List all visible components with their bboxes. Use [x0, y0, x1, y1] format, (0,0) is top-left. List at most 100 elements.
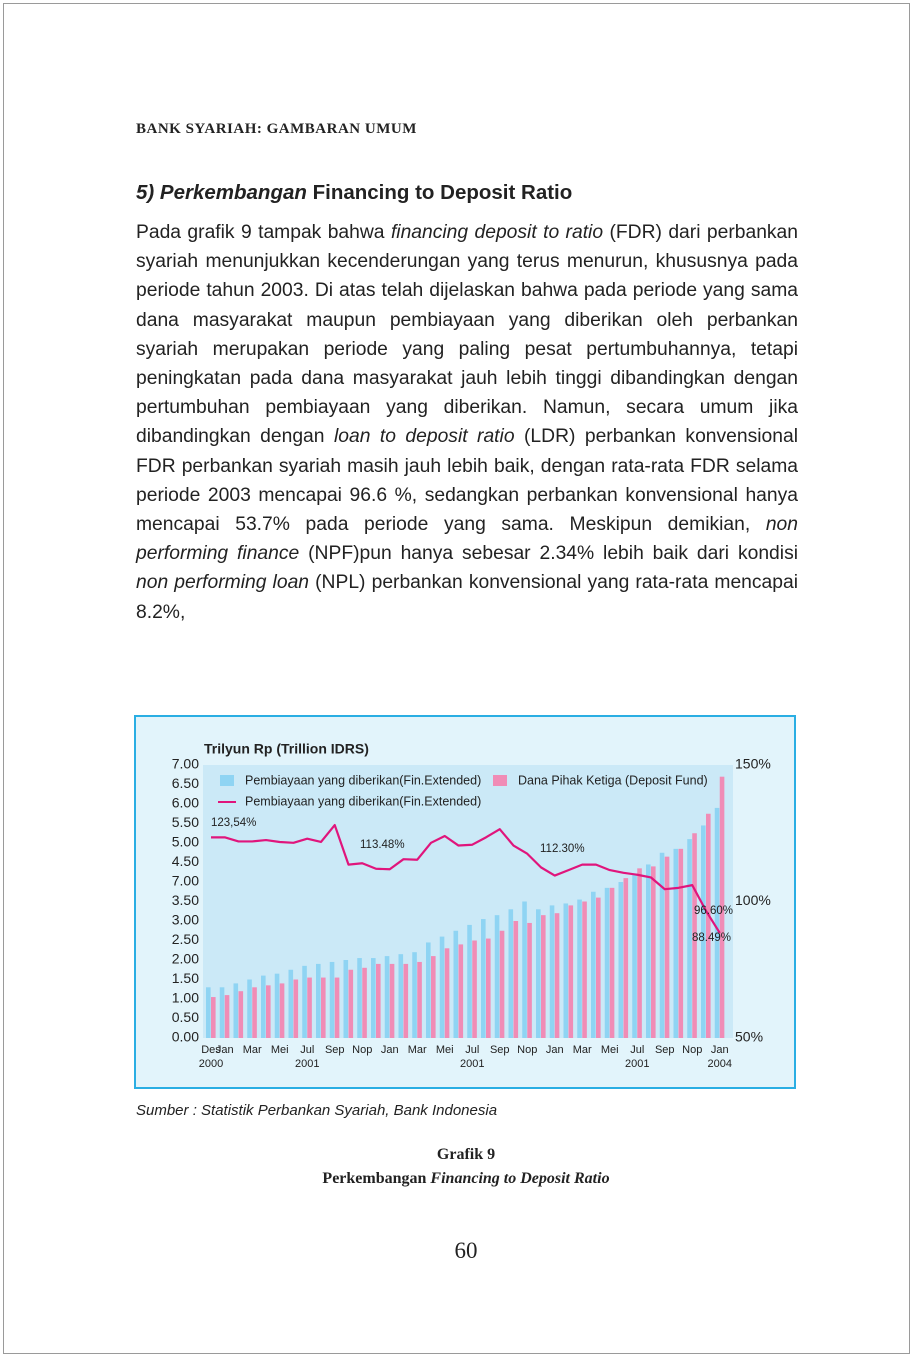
annotation: 112.30%: [540, 843, 585, 855]
y-tick-label: 7.00: [172, 873, 199, 889]
text-run: Pada grafik 9 tampak bahwa: [136, 222, 391, 243]
legend-label: Dana Pihak Ketiga (Deposit Fund): [518, 773, 708, 787]
y2-tick-label: 50%: [735, 1029, 763, 1045]
bar: [211, 997, 216, 1038]
bar: [508, 909, 514, 1038]
y-tick-label: 3.50: [172, 892, 199, 908]
bar: [238, 991, 244, 1038]
caption-title: Perkembangan Financing to Deposit Ratio: [0, 1170, 915, 1188]
bar: [412, 952, 417, 1038]
bar: [219, 987, 225, 1038]
legend-swatch: [493, 775, 507, 786]
y-tick-label: 5.50: [172, 814, 199, 830]
chart: Trilyun Rp (Trillion IDRS) 0.00 0.50 1.00 1…: [134, 715, 796, 1089]
page-number: 60: [454, 1238, 478, 1263]
bar: [563, 903, 569, 1038]
bar: [513, 921, 519, 1038]
x-tick-label: Des: [201, 1044, 221, 1056]
bar: [632, 874, 637, 1038]
bar: [673, 848, 679, 1038]
bar: [384, 956, 390, 1038]
annotation: 123,54%: [211, 817, 256, 829]
text-run: (FDR) dari perbankan syariah menunjukkan…: [136, 222, 799, 448]
x-tick-label: Jan: [546, 1044, 564, 1056]
bar: [431, 956, 436, 1038]
legend-label: Pembiayaan yang diberikan(Fin.Extended): [245, 794, 481, 808]
x-tick-label: Mar: [408, 1044, 427, 1056]
bar: [623, 878, 629, 1038]
text-run: loan to deposit ratio: [333, 426, 515, 448]
bar: [247, 979, 252, 1038]
bar: [659, 852, 665, 1038]
y-tick-label: 5.00: [172, 834, 199, 850]
bar: [302, 965, 307, 1038]
x-tick-label: Sep: [325, 1044, 345, 1056]
bar: [714, 807, 720, 1038]
x-tick-label: Mei: [271, 1044, 289, 1056]
bar: [444, 948, 450, 1038]
bar: [458, 944, 464, 1038]
bar: [527, 922, 532, 1038]
text-run: financing deposit to ratio: [390, 222, 604, 243]
y-tick-label: 2.00: [172, 951, 199, 967]
text-run: (LDR) perbankan konvensional FDR perbank…: [136, 426, 798, 536]
y-tick-label: 1.00: [172, 990, 199, 1006]
x-tick-label: Jan: [216, 1044, 234, 1056]
bar: [266, 985, 271, 1038]
x-year-label: 2001: [625, 1058, 649, 1070]
bar: [541, 915, 546, 1038]
bar: [307, 977, 312, 1038]
bar: [646, 864, 651, 1038]
bar: [293, 979, 299, 1038]
x-tick-label: Mar: [243, 1044, 262, 1056]
bar: [321, 977, 326, 1038]
y2-tick-label: 150%: [735, 756, 771, 772]
x-tick-label: Mei: [601, 1044, 619, 1056]
x-tick-label: Sep: [490, 1044, 510, 1056]
bar: [274, 973, 280, 1038]
x-year-label: 2001: [295, 1058, 319, 1070]
bar: [651, 866, 656, 1038]
caption-label: Grafik 9: [436, 1146, 496, 1163]
x-tick-label: Jan: [381, 1044, 399, 1056]
x-tick-label: Sep: [655, 1044, 675, 1056]
bar: [362, 967, 367, 1038]
bar: [499, 930, 505, 1038]
x-tick-label: Nop: [352, 1044, 372, 1056]
bar: [486, 938, 491, 1038]
text-run: (NPF)pun hanya sebesar 2.34% lebih baik …: [299, 543, 798, 565]
bar: [549, 905, 555, 1038]
x-tick-label: Jul: [630, 1044, 644, 1056]
source-note: Sumber : Statistik Perbankan Syariah, Ba…: [136, 1102, 498, 1119]
bar: [554, 913, 560, 1038]
bar: [687, 839, 692, 1038]
text-run: Financing to Deposit Ratio: [306, 181, 573, 204]
bar: [678, 848, 684, 1038]
bar: [664, 856, 670, 1038]
chart-title: Trilyun Rp (Trillion IDRS): [204, 741, 369, 757]
y-tick-label: 0.50: [172, 1009, 199, 1025]
y-tick-label: 2.50: [172, 931, 199, 947]
bar: [494, 915, 500, 1038]
page-border: [3, 3, 910, 1354]
bar: [692, 833, 697, 1038]
text-run: (NPL) perbankan konvensional yang rata-r…: [136, 572, 799, 623]
bar: [453, 930, 459, 1038]
running-header: BANK SYARIAH: GAMBARAN UMUM: [136, 121, 417, 137]
body-paragraph: Pada grafik 9 tampak bahwa financing dep…: [136, 218, 798, 627]
bar: [261, 975, 266, 1038]
bar: [701, 825, 706, 1038]
y-tick-label: 6.00: [172, 795, 199, 811]
bar: [609, 887, 615, 1038]
y-tick-label: 3.00: [172, 912, 199, 928]
bar: [596, 897, 601, 1038]
x-tick-label: Mei: [436, 1044, 454, 1056]
bar: [316, 963, 321, 1038]
bar: [343, 960, 349, 1038]
bar: [288, 969, 294, 1038]
x-year-label: 2004: [708, 1058, 732, 1070]
bar: [417, 961, 422, 1038]
bar: [719, 776, 725, 1038]
bar: [398, 954, 404, 1038]
